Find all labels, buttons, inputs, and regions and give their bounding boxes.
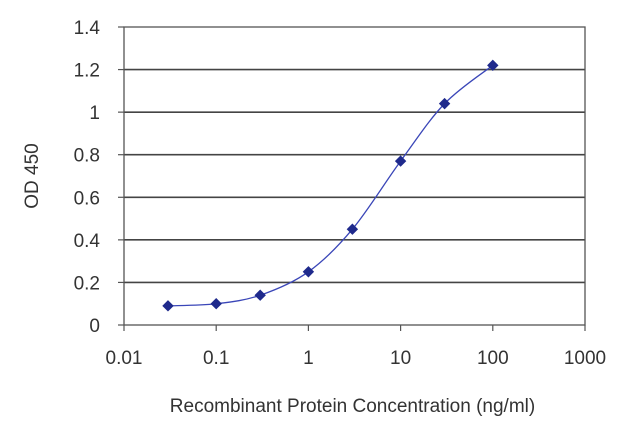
y-tick-label: 0.6 [74,188,100,209]
data-point [346,223,359,235]
y-tick-label: 0.4 [74,231,101,252]
y-tick-label: 0 [89,316,100,337]
data-point [302,266,315,278]
y-axis: 0 0.2 0.4 0.6 0.8 1 1.2 1.4 [74,18,124,337]
data-point [394,155,407,167]
data-points [162,59,499,312]
x-tick-label: 0.01 [106,348,143,369]
data-point [210,298,222,310]
x-tick-label: 1 [303,348,314,369]
x-axis-title: Recombinant Protein Concentration (ng/ml… [170,396,535,417]
grid-lines [124,68,585,284]
y-tick-label: 1 [89,103,100,124]
data-point [162,300,174,312]
x-tick-label: 10 [390,348,411,369]
x-axis: 0.01 0.1 1 10 100 1000 [106,325,606,369]
x-tick-label: 0.1 [203,348,229,369]
series-fit-line [167,64,494,307]
x-tick-label: 100 [477,348,509,369]
y-tick-label: 1.2 [74,61,100,82]
y-tick-label: 0.8 [74,146,100,167]
y-tick-label: 0.2 [74,273,100,294]
plot-area-frame [123,26,586,326]
x-tick-label: 1000 [564,348,606,369]
data-point [438,97,451,110]
data-point [254,289,266,301]
data-point [487,59,499,72]
y-tick-label: 1.4 [74,18,101,39]
y-axis-title: OD 450 [22,143,43,208]
